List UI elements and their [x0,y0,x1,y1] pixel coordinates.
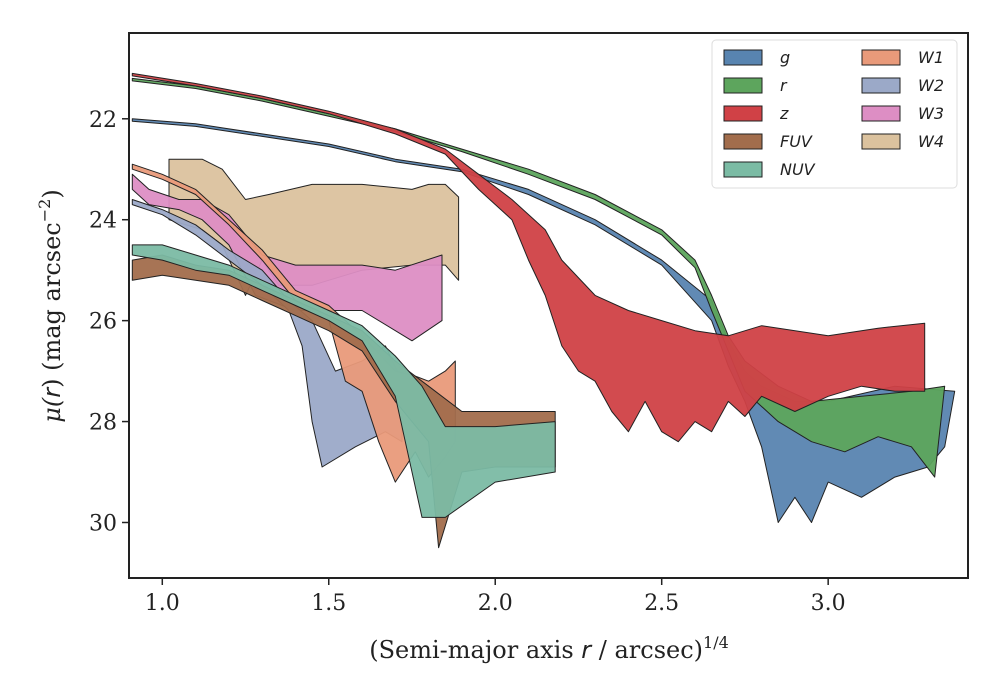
x-tick-label: 2.5 [644,591,679,616]
x-tick-label: 3.0 [811,591,846,616]
x-tick-label: 1.5 [311,591,346,616]
legend: grz FUV NUV W1 W2 W3 W4 [711,39,958,189]
legend-swatch-z [723,105,763,122]
x-tick-label: 2.0 [478,591,513,616]
legend-box [711,39,958,189]
legend-label-g: g [780,48,790,67]
y-axis-ticks: 22 24 26 28 30 [89,108,129,536]
y-tick-label: 22 [89,108,117,133]
legend-swatch-FUV [723,133,763,150]
y-tick-label: 26 [89,310,117,335]
legend-swatch-g [723,49,763,66]
legend-swatch-NUV [723,161,763,178]
legend-label-W1: W1 [918,48,944,67]
y-tick-label: 24 [89,209,117,234]
y-tick-label: 30 [89,511,117,536]
legend-swatch-r [723,77,763,94]
x-axis-ticks: 1.0 1.5 2.0 2.5 3.0 [145,578,846,616]
y-axis-label: μ(r) (mag arcsec−2) [35,189,66,422]
y-tick-label: 28 [89,411,117,436]
legend-swatch-W1 [861,49,901,66]
legend-label-W2: W2 [918,76,944,95]
x-axis-label: (Semi-major axis r / arcsec)1/4 [369,633,729,664]
legend-swatch-W2 [861,77,901,94]
legend-label-W3: W3 [918,104,944,123]
area-NUV [131,244,556,518]
legend-label-FUV: FUV [780,132,813,151]
legend-label-W4: W4 [918,132,944,151]
profile-areas [131,72,956,549]
legend-label-z: z [779,104,789,123]
plot-frame [128,32,969,579]
area-z [131,72,926,443]
legend-swatch-W4 [861,133,901,150]
legend-label-r: r [780,76,788,95]
legend-label-NUV: NUV [780,160,816,179]
x-tick-label: 1.0 [145,591,180,616]
legend-swatch-W3 [861,105,901,122]
